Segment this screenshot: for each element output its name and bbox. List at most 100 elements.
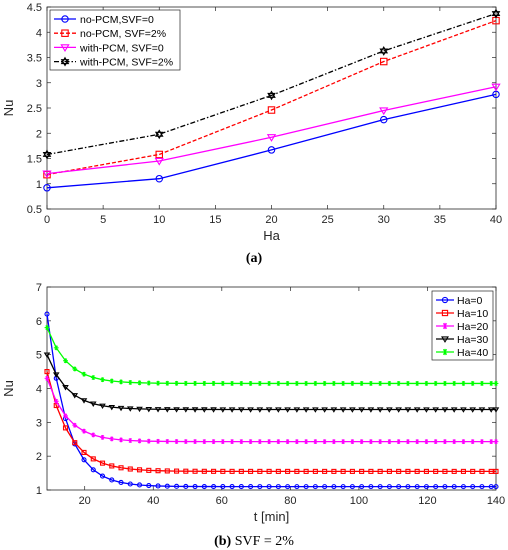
- data-point: [42, 149, 52, 160]
- data-point: [266, 468, 272, 474]
- data-point: [293, 407, 301, 413]
- y-tick-label: 1: [36, 179, 42, 191]
- legend-marker: [60, 44, 70, 52]
- data-point: [340, 439, 346, 445]
- y-tick-label: 2: [36, 451, 42, 463]
- data-point: [433, 484, 439, 490]
- data-point: [302, 407, 310, 413]
- data-point: [339, 407, 347, 413]
- data-point: [90, 432, 96, 438]
- data-point: [228, 407, 236, 413]
- data-point: [155, 150, 164, 159]
- y-tick-label: 2.5: [27, 103, 42, 115]
- data-point: [442, 381, 448, 386]
- data-point: [377, 468, 383, 474]
- data-point: [248, 381, 253, 386]
- data-point: [100, 377, 105, 383]
- data-point: [312, 381, 318, 386]
- data-point: [174, 439, 179, 444]
- data-point: [396, 484, 402, 490]
- data-point: [368, 381, 374, 386]
- legend-label: with-PCM, SVF=2%: [79, 57, 173, 69]
- data-point: [211, 381, 216, 386]
- data-point: [493, 439, 499, 445]
- data-point: [155, 483, 161, 489]
- data-point: [99, 460, 106, 466]
- data-point: [229, 439, 235, 445]
- data-point: [405, 484, 411, 490]
- data-point: [461, 439, 466, 445]
- data-point: [312, 468, 318, 474]
- data-point: [479, 381, 485, 386]
- x-tick-label: 40: [490, 214, 502, 226]
- data-point: [155, 468, 161, 474]
- data-point: [451, 439, 457, 445]
- data-point: [395, 407, 402, 413]
- data-point: [127, 438, 133, 443]
- x-tick-label: 120: [418, 495, 436, 507]
- data-point: [229, 381, 235, 386]
- data-point: [71, 393, 79, 399]
- data-point: [396, 381, 402, 386]
- data-point: [405, 381, 411, 386]
- data-point: [211, 468, 217, 474]
- y-tick-label: 7: [36, 282, 42, 294]
- data-point: [44, 311, 50, 317]
- data-point: [275, 484, 281, 490]
- data-point: [404, 407, 412, 413]
- data-point: [211, 439, 216, 444]
- plot-area: [46, 286, 497, 491]
- data-point: [256, 407, 264, 413]
- data-point: [359, 381, 365, 386]
- data-point: [220, 381, 226, 386]
- data-point: [192, 439, 198, 444]
- data-point: [154, 129, 164, 140]
- data-point: [349, 381, 355, 386]
- data-point: [470, 468, 476, 474]
- data-point: [211, 484, 217, 490]
- data-point: [127, 380, 133, 385]
- data-point: [267, 106, 276, 114]
- data-point: [192, 468, 198, 474]
- data-point: [265, 407, 273, 413]
- legend-marker: [60, 56, 70, 67]
- data-point: [331, 484, 337, 490]
- data-point: [322, 439, 328, 445]
- legend-label: Ha=10: [457, 308, 488, 320]
- data-point: [229, 468, 235, 474]
- data-point: [266, 381, 272, 386]
- data-point: [331, 381, 337, 386]
- legend-marker: [61, 29, 69, 37]
- data-point: [238, 484, 244, 490]
- legend-label: Ha=20: [457, 321, 488, 333]
- data-point: [379, 57, 388, 66]
- series-line: [46, 93, 497, 189]
- data-point: [460, 468, 466, 474]
- data-point: [238, 439, 244, 445]
- data-point: [201, 484, 207, 490]
- data-point: [460, 407, 467, 413]
- data-point: [432, 407, 439, 413]
- data-point: [72, 422, 78, 428]
- x-tick-label: 15: [209, 214, 221, 226]
- data-point: [294, 381, 300, 386]
- data-point: [90, 375, 96, 380]
- data-point: [492, 407, 500, 413]
- data-point: [99, 473, 106, 479]
- data-point: [164, 407, 171, 413]
- data-point: [340, 381, 346, 386]
- data-point: [146, 483, 152, 489]
- data-point: [423, 484, 429, 490]
- data-point: [331, 468, 337, 474]
- legend-label: Ha=40: [457, 347, 488, 359]
- data-point: [379, 107, 389, 116]
- legend-label: Ha=0: [457, 295, 483, 307]
- data-point: [491, 8, 501, 19]
- data-point: [488, 484, 494, 490]
- data-point: [62, 425, 69, 431]
- x-tick-label: 5: [100, 214, 106, 226]
- data-point: [433, 381, 439, 386]
- data-point: [294, 439, 300, 445]
- data-point: [219, 407, 227, 413]
